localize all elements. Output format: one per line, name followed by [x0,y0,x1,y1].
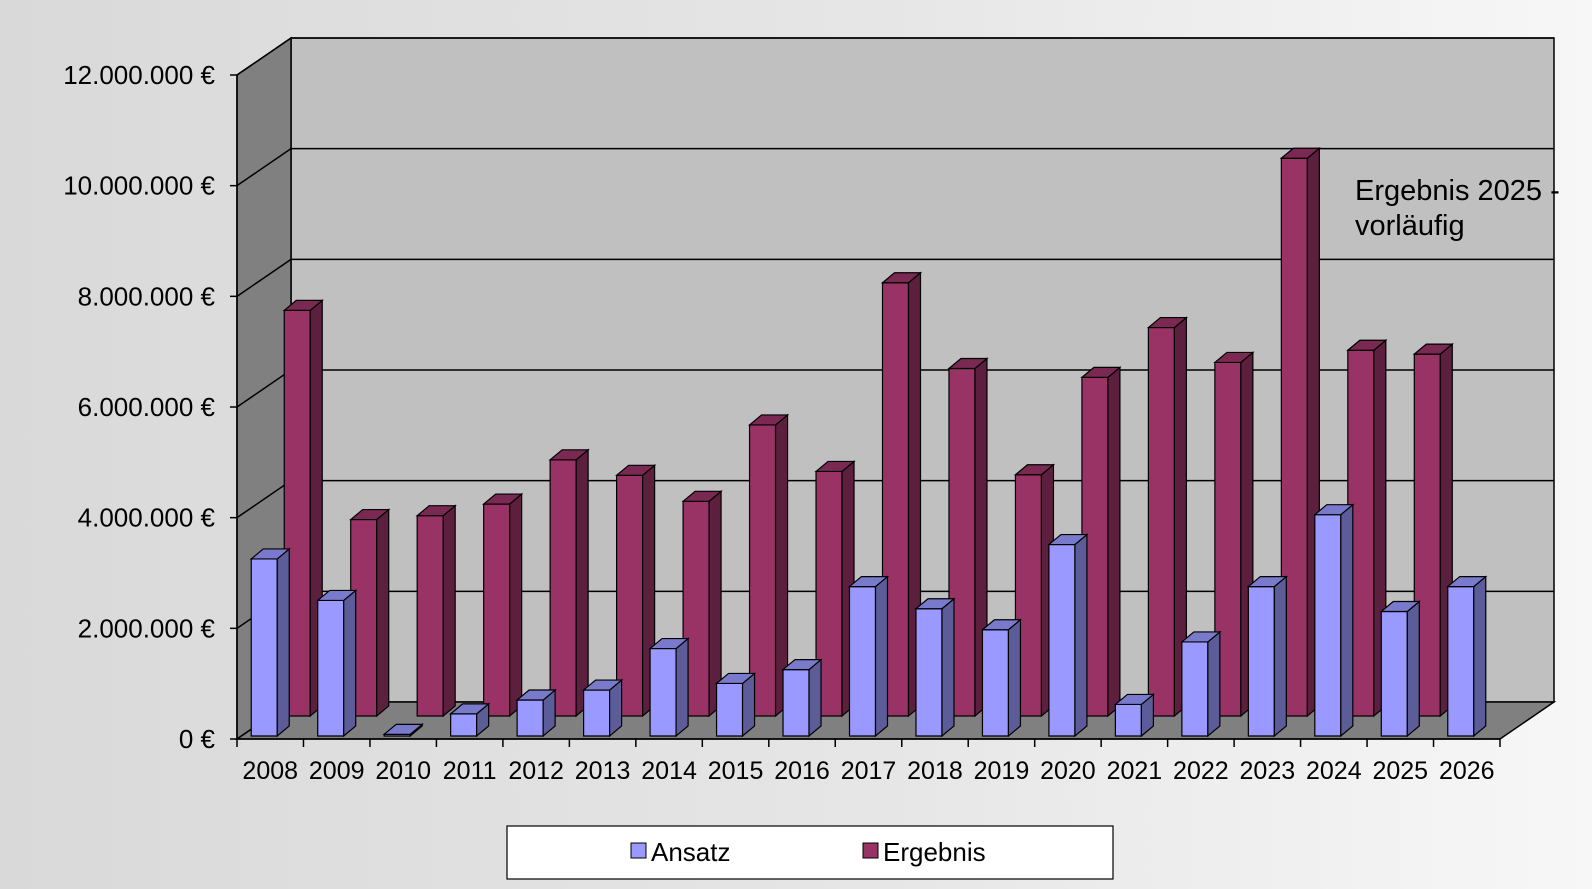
bar-ansatz-2022 [1180,630,1222,738]
bar-ergebnis-2016 [814,460,856,718]
bar-ergebnis-2015 [747,413,790,718]
y-tick-label: 4.000.000 € [78,503,216,533]
y-tick-label: 12.000.000 € [63,60,215,90]
series-ansatz-bars [249,503,1488,738]
legend-label-ergebnis: Ergebnis [883,837,986,867]
bar-ansatz-2014 [648,637,690,738]
bar-ergebnis-2014 [681,490,723,718]
bar-ergebnis-2009 [349,508,391,718]
bar-ansatz-2020 [1047,533,1089,738]
legend-swatch-ergebnis [862,842,879,859]
bar-ansatz-2025 [1379,600,1421,738]
bar-ansatz-2012 [515,688,557,738]
bar-ergebnis-2025 [1412,342,1454,718]
bar-ansatz-2016 [781,658,823,738]
gridline [236,37,1554,76]
bar-ansatz-2008 [249,547,291,738]
x-tick-label: 2019 [974,757,1030,785]
x-tick-label: 2020 [1040,757,1096,785]
bar-ansatz-2023 [1246,575,1288,738]
bar-ergebnis-2010 [415,504,457,718]
bar-ansatz-2018 [914,597,956,738]
bar-ansatz-2019 [980,618,1023,738]
y-tick-label: 0 € [179,724,216,754]
bar-ergebnis-2008 [282,299,324,718]
y-axis: 0 € 2.000.000 € 4.000.000 € 6.000.000 € 8.00… [63,60,238,754]
annotation-line-2: vorläufig [1355,210,1465,242]
x-tick-label: 2015 [708,757,764,785]
annotation-line-1: Ergebnis 2025 - [1355,175,1560,207]
bar-ergebnis-2011 [482,492,524,718]
bar-ergebnis-2012 [548,448,590,718]
bar-ergebnis-2022 [1213,351,1255,718]
x-tick-label: 2026 [1439,757,1495,785]
legend: Ansatz Ergebnis [506,825,1114,880]
bar-ansatz-2009 [316,589,358,738]
bar-ansatz-2017 [847,575,890,738]
bar-ergebnis-2019 [1013,463,1056,718]
series-ergebnis-bars [282,146,1454,718]
bar-ansatz-2026 [1446,575,1488,738]
bar-ansatz-2013 [581,678,624,738]
legend-swatch-ansatz [630,842,647,859]
bar-ergebnis-2018 [947,357,989,718]
x-tick-label: 2017 [841,757,897,785]
gridline [236,147,1554,187]
x-tick-label: 2008 [242,757,298,785]
bar-ergebnis-2013 [614,464,657,718]
gridline [236,258,1554,297]
x-tick-label: 2022 [1173,757,1229,785]
x-tick-label: 2024 [1306,757,1362,785]
y-tick-label: 6.000.000 € [78,392,216,422]
bar-ergebnis-2023 [1279,146,1321,718]
bar-ergebnis-2021 [1146,316,1189,718]
x-tick-label: 2009 [309,757,365,785]
bar-ergebnis-2024 [1346,338,1388,718]
x-tick-label: 2025 [1372,757,1428,785]
bar-ansatz-2010 [382,723,424,738]
x-tick-label: 2010 [375,757,431,785]
bar-ansatz-2011 [449,702,491,738]
x-tick-label: 2014 [641,757,697,785]
x-tick-label: 2023 [1240,757,1296,785]
bar-ansatz-2021 [1113,693,1156,738]
x-tick-label: 2021 [1107,757,1163,785]
x-tick-label: 2018 [907,757,963,785]
bar-ergebnis-2020 [1080,366,1122,718]
x-tick-label: 2012 [508,757,564,785]
y-tick-label: 10.000.000 € [63,171,215,201]
legend-label-ansatz: Ansatz [651,837,731,867]
bar-ergebnis-2017 [880,271,923,718]
annotation: Ergebnis 2025 - vorläufig [1355,175,1560,242]
x-tick-label: 2011 [443,757,497,785]
x-tick-label: 2013 [575,757,631,785]
y-tick-label: 8.000.000 € [78,281,216,311]
x-axis: 2008 2009 2010 2011 2012 2013 2014 2015 2016 2017… [236,738,1501,785]
x-tick-label: 2016 [774,757,830,785]
bar-ansatz-2015 [714,672,757,738]
bar-ansatz-2024 [1313,503,1355,738]
y-tick-label: 2.000.000 € [78,613,216,643]
legend-box [506,825,1114,880]
